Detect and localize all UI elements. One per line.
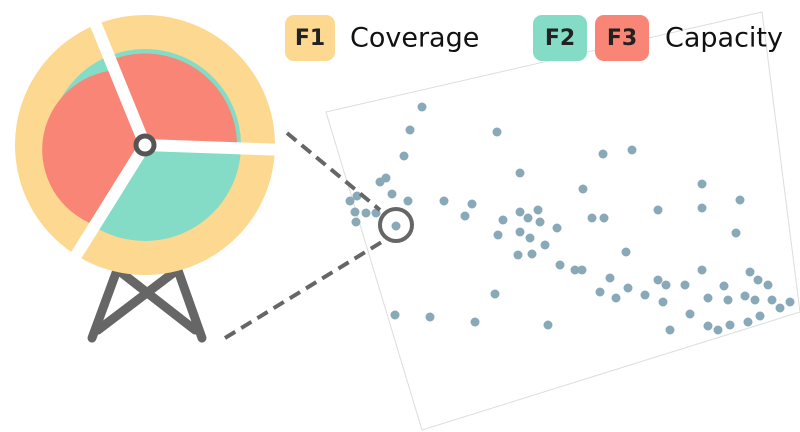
- legend-label: Coverage: [350, 23, 479, 54]
- scatter-panel: [325, 11, 800, 431]
- legend-swatch: [595, 15, 649, 61]
- legend-tag: F2: [545, 26, 575, 51]
- zoom-line: [285, 131, 382, 212]
- scatter-dots: [345, 102, 795, 335]
- legend-tag: F1: [295, 26, 325, 51]
- zoom-line: [223, 238, 387, 340]
- antenna: [15, 12, 286, 275]
- legend-swatch: [285, 15, 335, 61]
- tower: [87, 257, 207, 343]
- legend-label: Capacity: [665, 23, 783, 54]
- legend-swatch: [533, 15, 587, 61]
- legend-tag: F3: [607, 26, 637, 51]
- magnifier: [378, 207, 414, 243]
